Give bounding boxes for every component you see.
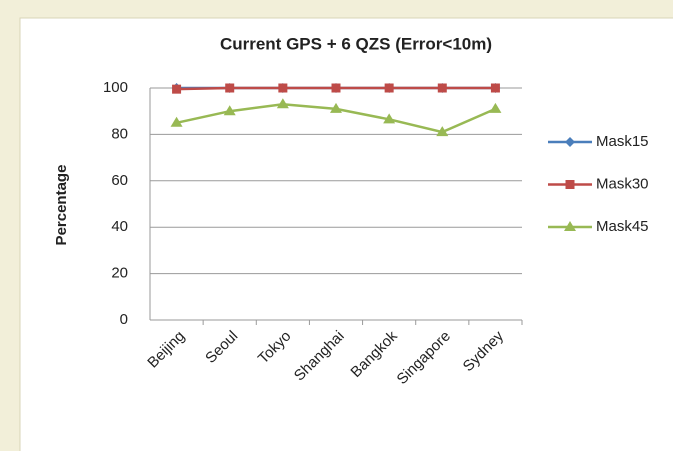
legend-label: Mask45 <box>596 218 649 235</box>
point <box>383 113 396 124</box>
point <box>437 83 447 93</box>
point <box>278 83 288 93</box>
point <box>170 116 183 127</box>
point <box>331 83 341 93</box>
chart-panel <box>19 17 673 451</box>
legend-label: Mask15 <box>596 133 649 150</box>
point <box>330 102 342 113</box>
point <box>276 98 289 109</box>
legend-marker <box>565 137 575 147</box>
point <box>436 126 449 137</box>
y-axis-label: Percentage <box>53 165 70 246</box>
point <box>384 83 394 93</box>
legend-marker <box>564 221 576 231</box>
y-tick-label: 40 <box>111 218 128 235</box>
y-tick-label: 100 <box>103 79 128 96</box>
legend-label: Mask30 <box>596 175 649 192</box>
point <box>489 102 502 113</box>
y-tick-label: 60 <box>111 172 128 189</box>
point <box>223 105 236 116</box>
point <box>225 83 235 93</box>
legend-marker <box>565 180 575 189</box>
y-tick-label: 0 <box>120 311 128 328</box>
point <box>490 83 500 93</box>
y-tick-label: 20 <box>111 265 128 282</box>
point <box>172 84 182 94</box>
y-tick-label: 80 <box>111 125 128 142</box>
chart-title: Current GPS + 6 QZS (Error<10m) <box>220 34 492 53</box>
